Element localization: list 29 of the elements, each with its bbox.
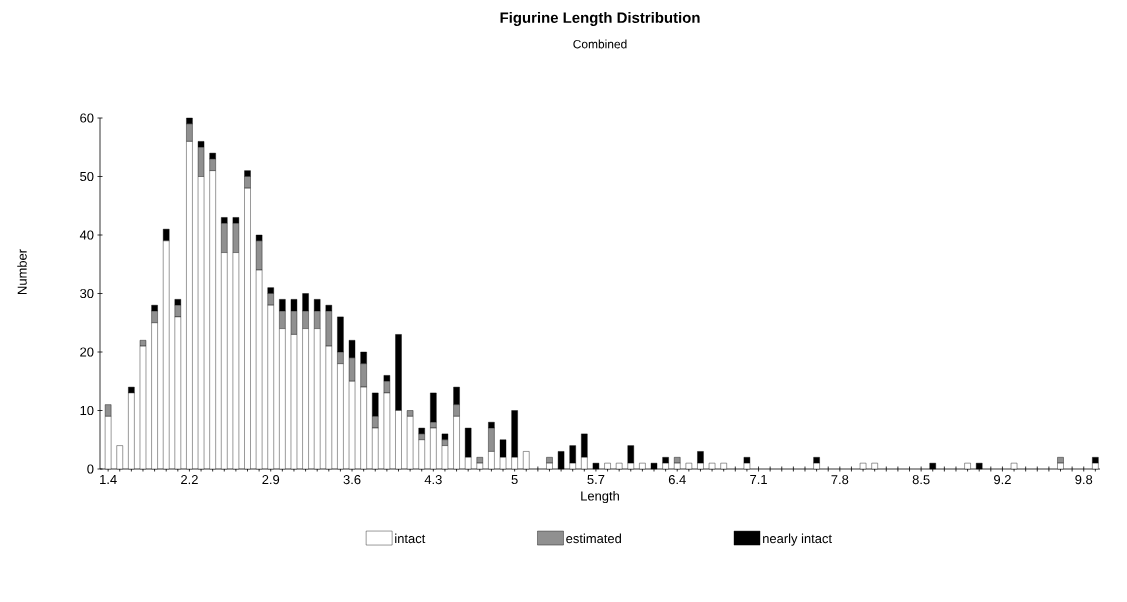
y-tick-label: 50 xyxy=(80,171,94,182)
y-tick-label: 10 xyxy=(80,405,94,416)
x-tick-label: 7.1 xyxy=(750,475,767,484)
x-tick-label: 7.8 xyxy=(831,475,849,485)
y-axis-title: Number xyxy=(17,249,27,294)
bar xyxy=(418,427,425,435)
x-tick-label: 2.2 xyxy=(181,475,198,485)
x-tick-label: 8.5 xyxy=(912,475,930,485)
x-axis-title: Length xyxy=(581,491,619,504)
y-tick-label: 40 xyxy=(79,230,94,240)
y-tick-label: 30 xyxy=(80,288,94,299)
legend-label: intact xyxy=(395,533,426,544)
y-tick-label: 60 xyxy=(80,113,94,123)
x-tick-label: 6.4 xyxy=(668,475,686,485)
y-tick-label: 20 xyxy=(80,347,94,357)
x-tick-label: 4.3 xyxy=(424,475,442,485)
legend-label: estimated xyxy=(566,533,621,544)
bar xyxy=(430,392,437,423)
y-tick-label: 0 xyxy=(87,464,94,474)
x-tick-label: 3.6 xyxy=(343,475,361,485)
chart-subtitle: Combined xyxy=(573,39,627,49)
x-tick-label: 2.9 xyxy=(262,475,280,485)
x-tick-label: 5 xyxy=(511,475,518,485)
x-tick-label: 5.7 xyxy=(587,475,605,485)
x-tick-label: 9.2 xyxy=(994,475,1011,485)
x-tick-label: 1.4 xyxy=(100,475,117,484)
legend-label: nearly intact xyxy=(763,533,832,546)
chart-title: Figurine Length Distribution xyxy=(500,11,700,26)
x-tick-label: 9.8 xyxy=(1075,475,1093,485)
